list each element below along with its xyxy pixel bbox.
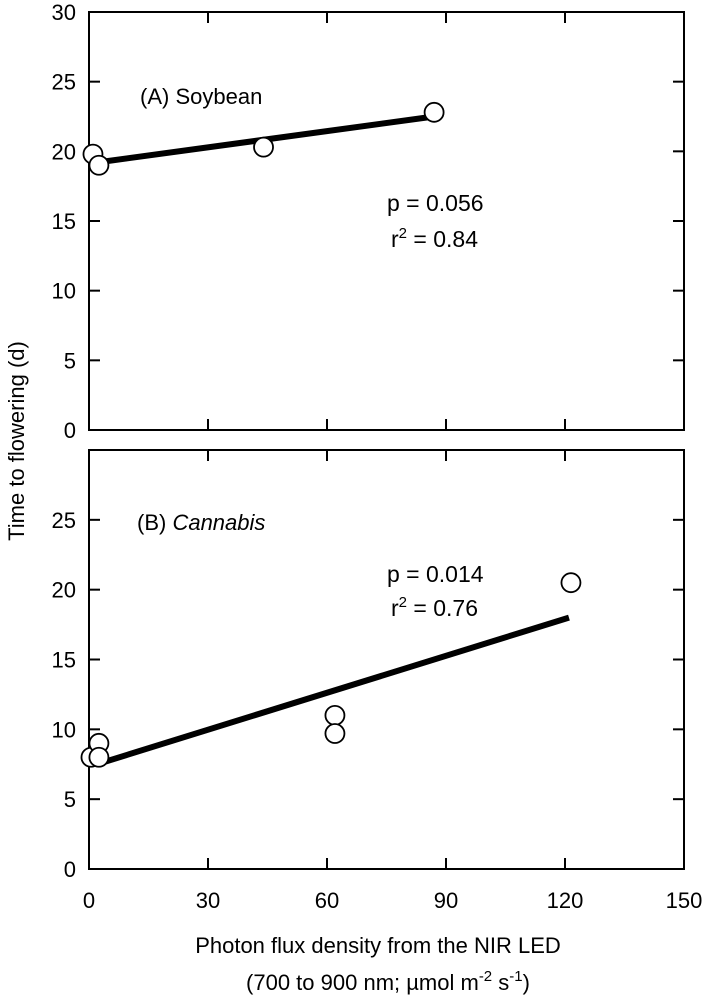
x-axis-title-line1: Photon flux density from the NIR LED [195, 933, 561, 958]
y-tick-label: 5 [64, 348, 76, 373]
y-tick-label: 25 [52, 70, 76, 95]
x-axis-title-line2: (700 to 900 nm; µmol m-2 s-1) [246, 968, 530, 995]
data-point [560, 572, 582, 594]
data-points [82, 101, 445, 176]
y-tick-label: 20 [52, 578, 76, 603]
data-point [324, 723, 346, 744]
axis-ticks: 0 5 10 15 20 25 0 30 60 90 120 150 [52, 450, 703, 913]
data-point [88, 154, 110, 176]
x-tick-label: 90 [434, 888, 458, 913]
y-tick-label: 30 [52, 0, 76, 25]
y-tick-label: 10 [52, 279, 76, 304]
y-tick-label: 10 [52, 717, 76, 742]
panel-cannabis: 0 5 10 15 20 25 0 30 60 90 120 150 (B) Cannabis p =… [52, 449, 703, 913]
data-point [423, 101, 445, 123]
axis-ticks: 0 5 10 15 20 25 30 [52, 0, 685, 443]
x-tick-label: 30 [196, 888, 220, 913]
y-tick-label: 0 [64, 418, 76, 443]
y-axis-title: Time to flowering (d) [4, 341, 29, 541]
p-value: p = 0.014 [387, 561, 484, 587]
data-points [80, 572, 582, 768]
y-tick-label: 20 [52, 139, 76, 164]
x-tick-label: 0 [83, 888, 95, 913]
panel-title: (B) Cannabis [137, 510, 265, 535]
y-tick-label: 5 [64, 787, 76, 812]
r-squared: r2 = 0.76 [391, 594, 478, 621]
x-tick-label: 60 [315, 888, 339, 913]
r-squared: r2 = 0.84 [391, 225, 478, 252]
data-point [253, 136, 274, 158]
y-tick-label: 0 [64, 857, 76, 882]
x-tick-label: 150 [666, 888, 703, 913]
plot-frame [88, 11, 685, 431]
data-point [88, 746, 110, 768]
y-tick-label: 15 [52, 648, 76, 673]
x-tick-label: 120 [547, 888, 584, 913]
data-point [324, 704, 346, 726]
fit-line [96, 614, 570, 768]
y-tick-label: 15 [52, 209, 76, 234]
y-tick-label: 25 [52, 508, 76, 533]
panel-soybean: 0 5 10 15 20 25 30 (A) Soybean p = 0.056 r2 = … [52, 0, 685, 443]
p-value: p = 0.056 [387, 190, 484, 216]
fit-lines [96, 614, 570, 768]
panel-title: (A) Soybean [140, 84, 262, 109]
